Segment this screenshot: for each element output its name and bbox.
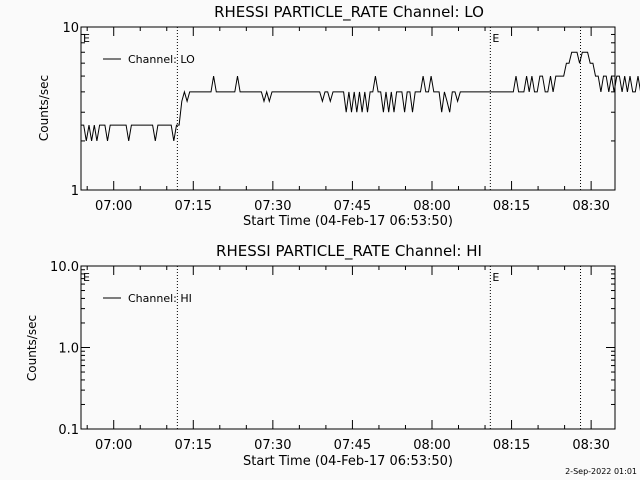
x-tick-label: 07:30: [254, 438, 291, 453]
lo-y-axis: 1 10: [62, 21, 615, 199]
lo-y-axis-label: Counts/sec: [37, 75, 51, 141]
y-tick-label: 1.0: [58, 342, 79, 357]
lo-series-line: [81, 51, 640, 141]
hi-plot-frame: [80, 265, 616, 430]
x-tick-label: 07:00: [95, 438, 132, 453]
render-timestamp: 2-Sep-2022 01:01: [565, 467, 637, 476]
x-tick-label: 08:00: [413, 438, 450, 453]
hi-channel-panel: RHESSI PARTICLE_RATE Channel: HI 0.1 1.0 1…: [25, 242, 616, 469]
x-tick-label: 08:30: [572, 199, 609, 214]
x-tick-label: 08:15: [493, 438, 530, 453]
lo-channel-panel: RHESSI PARTICLE_RATE Channel: LO 1 10 07:…: [37, 3, 640, 229]
x-tick-label: 07:45: [334, 199, 371, 214]
y-tick-label: 1: [71, 184, 79, 199]
lo-plot-frame: [80, 26, 616, 191]
x-tick-label: 07:00: [95, 199, 132, 214]
hi-legend-label: Channel: HI: [128, 292, 192, 305]
y-tick-label: 10: [62, 21, 79, 36]
hi-x-axis-label: Start Time (04-Feb-17 06:53:50): [243, 454, 453, 469]
event-marker-flag: E: [83, 271, 90, 284]
lo-legend: Channel: LO: [103, 53, 195, 66]
y-tick-label: 0.1: [58, 423, 79, 438]
lo-series-group: [81, 51, 640, 141]
hi-legend: Channel: HI: [103, 292, 192, 305]
event-marker-flag: E: [492, 32, 499, 45]
hi-y-axis-label: Counts/sec: [25, 315, 39, 381]
hi-y-axis: 0.1 1.0 10.0: [50, 260, 615, 438]
lo-chart-title: RHESSI PARTICLE_RATE Channel: LO: [214, 3, 484, 22]
event-marker-flag: E: [492, 271, 499, 284]
x-tick-label: 07:30: [254, 199, 291, 214]
x-tick-label: 07:15: [175, 438, 212, 453]
x-tick-label: 07:45: [334, 438, 371, 453]
event-marker-flag: E: [83, 32, 90, 45]
x-tick-label: 08:30: [572, 438, 609, 453]
lo-x-axis-label: Start Time (04-Feb-17 06:53:50): [243, 214, 453, 229]
hi-x-axis: 07:00 07:15 07:30 07:45 08:00 08:15 08:30: [86, 266, 610, 453]
lo-legend-label: Channel: LO: [128, 53, 195, 66]
lo-x-axis: 07:00 07:15 07:30 07:45 08:00 08:15 08:30: [86, 27, 610, 214]
x-tick-label: 08:00: [413, 199, 450, 214]
x-tick-label: 07:15: [175, 199, 212, 214]
y-tick-label: 10.0: [50, 260, 79, 275]
hi-chart-title: RHESSI PARTICLE_RATE Channel: HI: [216, 242, 482, 261]
x-tick-label: 08:15: [493, 199, 530, 214]
